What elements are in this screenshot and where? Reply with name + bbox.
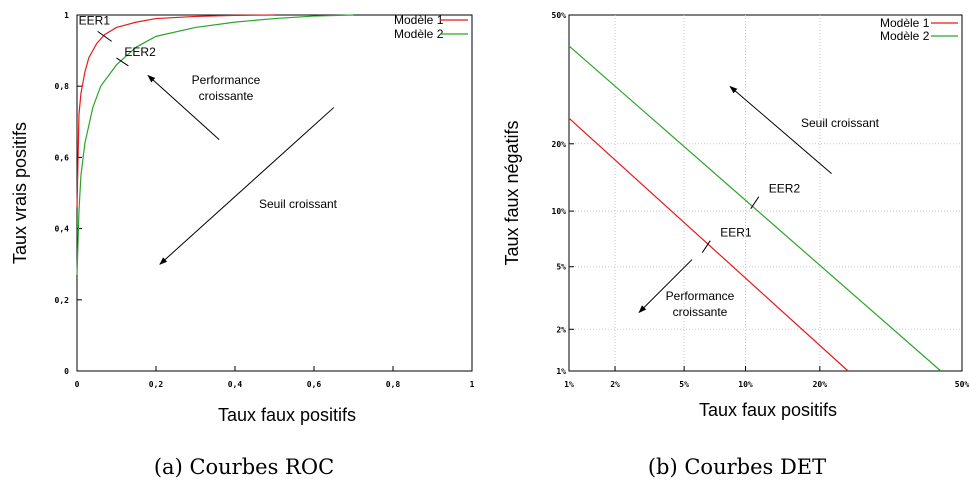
det-y-tick-label: 50% — [552, 11, 567, 20]
det-eer1-label: EER1 — [720, 226, 752, 240]
det-eer1-marker — [701, 240, 711, 253]
roc-eer1-label: EER1 — [79, 13, 111, 27]
roc-legend-label: Modèle 1 — [394, 13, 444, 27]
roc-y-tick-label: 0,6 — [55, 153, 70, 162]
det-eer2-label: EER2 — [769, 182, 801, 196]
roc-x-tick-label: 1 — [470, 380, 475, 389]
roc-y-tick-label: 0,2 — [55, 296, 70, 305]
roc-y-tick-label: 0,4 — [55, 225, 70, 234]
det-legend-label: Modèle 1 — [880, 16, 930, 30]
roc-series-line-2 — [76, 14, 354, 275]
det-x-tick-label: 50% — [955, 380, 969, 389]
roc-eer2-label: EER2 — [124, 45, 156, 59]
roc-x-tick-label: 0,2 — [149, 380, 164, 389]
roc-x-axis-label: Taux faux positifs — [218, 405, 356, 425]
roc-performance-arrow — [147, 74, 220, 140]
det-y-tick-label: 2% — [556, 325, 566, 334]
roc-seuil-label: Seuil croissant — [259, 197, 338, 211]
det-performance-label-line2: croissante — [673, 305, 728, 319]
det-series-line-1 — [568, 117, 849, 372]
det-y-tick-label: 1% — [556, 367, 566, 376]
roc-y-tick-label: 0,8 — [55, 82, 70, 91]
det-x-tick-label: 10% — [738, 380, 753, 389]
det-seuil-arrow — [729, 85, 832, 174]
roc-caption: (a) Courbes ROC — [154, 455, 334, 479]
det-legend-label: Modèle 2 — [880, 29, 930, 43]
det-x-tick-label: 5% — [679, 380, 689, 389]
det-x-tick-label: 2% — [610, 380, 620, 389]
roc-x-tick-label: 0,8 — [386, 380, 401, 389]
roc-y-axis-label: Taux vrais positifs — [10, 122, 30, 264]
det-y-tick-label: 10% — [552, 207, 567, 216]
roc-y-tick-label: 0 — [64, 367, 69, 376]
det-x-tick-label: 20% — [813, 380, 828, 389]
det-x-axis-label: Taux faux positifs — [699, 400, 837, 420]
roc-series-line-1 — [76, 14, 275, 208]
det-performance-arrow — [638, 259, 693, 314]
det-plot-frame — [568, 14, 963, 372]
roc-x-tick-label: 0,4 — [228, 380, 243, 389]
det-y-axis-label: Taux faux négatifs — [502, 120, 522, 265]
roc-plot-frame — [76, 14, 473, 372]
det-eer2-marker — [750, 196, 760, 209]
roc-x-tick-label: 0,6 — [307, 380, 322, 389]
roc-x-tick-label: 0 — [75, 380, 80, 389]
det-caption: (b) Courbes DET — [648, 455, 826, 479]
roc-legend-label: Modèle 2 — [394, 27, 444, 41]
det-y-tick-label: 5% — [556, 263, 566, 272]
det-y-tick-label: 20% — [552, 140, 567, 149]
roc-seuil-arrow — [159, 107, 335, 265]
det-x-tick-label: 1% — [564, 380, 574, 389]
roc-y-tick-label: 1 — [64, 11, 69, 20]
roc-performance-label-line1: Performance — [192, 73, 261, 87]
roc-performance-label-line2: croissante — [199, 89, 254, 103]
roc-eer1-marker — [97, 30, 112, 42]
det-performance-label-line1: Performance — [666, 289, 735, 303]
roc-eer2-marker — [116, 57, 129, 67]
det-seuil-label: Seuil croissant — [801, 116, 880, 130]
det-series-line-2 — [568, 45, 942, 372]
